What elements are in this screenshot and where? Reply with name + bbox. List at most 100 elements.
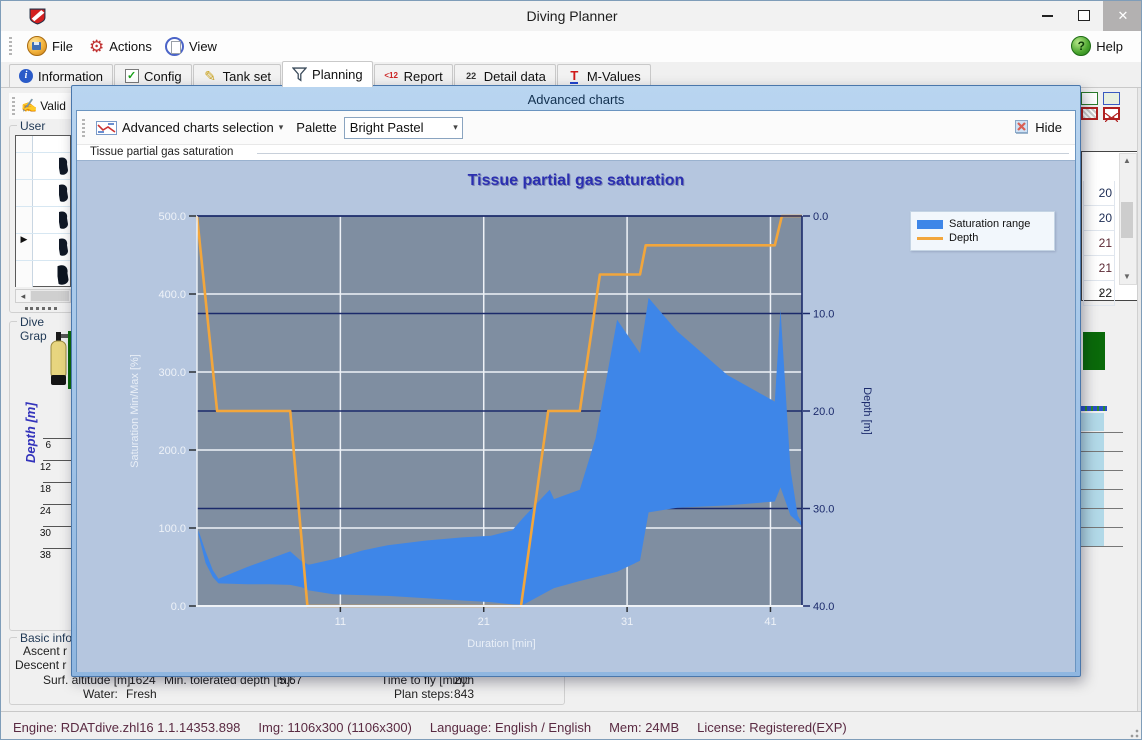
close-x-icon	[1015, 120, 1029, 134]
advanced-charts-dialog: Advanced charts Advanced charts selectio…	[71, 85, 1081, 677]
floppy-disk-icon	[27, 36, 47, 56]
pencil-icon: ✎	[204, 67, 216, 84]
vertical-scrollbar[interactable]: ▲ ▼	[1119, 153, 1137, 285]
file-button[interactable]: File	[21, 33, 79, 59]
diver-icon	[57, 265, 69, 285]
duration-axis-title: Duration [min]	[467, 638, 536, 650]
tab-detail-data[interactable]: 22 Detail data	[453, 64, 556, 87]
legend-swatch-line	[917, 236, 943, 240]
actions-button[interactable]: ⚙ Actions	[89, 36, 152, 56]
depth-axis-title: Depth [m]	[23, 402, 38, 463]
resize-grip[interactable]	[1129, 728, 1139, 738]
toolbar-grip[interactable]	[12, 97, 15, 115]
svg-text:41: 41	[764, 616, 776, 628]
svg-text:300.0: 300.0	[158, 367, 186, 379]
checkbox-icon: ✓	[124, 69, 139, 83]
plan-cell[interactable]: 22	[1083, 281, 1115, 306]
dive-graph-groupbox: Dive Grap	[9, 315, 73, 631]
tab-planning[interactable]: Planning	[282, 61, 373, 87]
diver-icon	[59, 157, 68, 175]
chart-tab-label[interactable]: Tissue partial gas saturation	[90, 146, 234, 158]
table-row[interactable]	[16, 207, 70, 234]
plan-cell[interactable]: 20	[1083, 206, 1115, 231]
tab-tank-set[interactable]: ✎ Tank set	[192, 64, 282, 87]
maximize-button[interactable]	[1065, 1, 1103, 31]
chart-area: 0.0 100.0 200.0 300.0 400.0 500.0 0.0 10.0 20.0 3…	[77, 160, 1075, 672]
close-button[interactable]: ✕	[1103, 1, 1141, 31]
chevron-down-icon: ▾	[453, 122, 458, 132]
splitter-grip[interactable]	[25, 307, 57, 315]
svg-text:0.0: 0.0	[171, 601, 186, 613]
plan-cell[interactable]: 21	[1083, 231, 1115, 256]
green-bar-chart-sliver	[1083, 332, 1105, 370]
depth-tick-label: 38	[39, 550, 51, 561]
scrollbar-thumb[interactable]	[31, 291, 69, 301]
mini-table-row	[1081, 528, 1104, 546]
scroll-right-arrow[interactable]: ›	[1099, 287, 1103, 299]
status-engine: Engine: RDATdive.zhl16 1.1.14353.898	[13, 720, 241, 735]
scroll-up-arrow[interactable]: ▲	[1123, 156, 1131, 165]
depth-tick-label: 6	[45, 440, 51, 451]
depth-tick-label: 24	[39, 506, 51, 517]
main-tab-bar: i Information ✓ Config ✎ Tank set Planni…	[1, 61, 1141, 88]
scroll-left-arrow[interactable]: ◂	[16, 290, 30, 302]
chart-legend: Saturation range Depth	[910, 211, 1055, 251]
table-row[interactable]	[16, 180, 70, 207]
diver-flag-icon	[29, 8, 46, 25]
tab-m-values[interactable]: T M-Values	[556, 64, 651, 87]
plan-cell[interactable]: 21	[1083, 256, 1115, 281]
tab-config[interactable]: ✓ Config	[114, 64, 192, 87]
window-title: Diving Planner	[526, 8, 618, 24]
hide-button[interactable]: Hide	[1010, 117, 1067, 138]
toolbar-grip[interactable]	[9, 37, 12, 55]
status-mem: Mem: 24MB	[609, 720, 680, 735]
scrollbar-thumb[interactable]	[1121, 202, 1133, 238]
status-bar: Engine: RDATdive.zhl16 1.1.14353.898 Img:…	[1, 711, 1141, 739]
current-row-arrow: ▶	[16, 234, 33, 260]
dialog-toolbar: Advanced charts selection ▾ Palette Brig…	[77, 111, 1075, 145]
mini-table-row	[1081, 413, 1104, 431]
table-row-selected[interactable]: ▶	[16, 234, 70, 261]
tab-information[interactable]: i Information	[9, 64, 114, 87]
main-toolbar: File ⚙ Actions View ? Help	[1, 31, 1141, 63]
envelope-icon[interactable]	[1103, 107, 1120, 123]
depth-tick-label: 30	[39, 528, 51, 539]
document-blue-icon[interactable]	[1103, 92, 1120, 105]
svg-text:100.0: 100.0	[158, 523, 186, 535]
hand-pen-icon: ✍	[21, 98, 38, 113]
horizontal-scrollbar[interactable]: ◂	[15, 289, 71, 303]
validate-button[interactable]: ✍ Valid	[21, 98, 66, 113]
user-dive-table[interactable]: ▶	[15, 135, 71, 287]
status-img: Img: 1106x300 (1106x300)	[258, 720, 412, 735]
pattern-export-icon[interactable]	[1081, 107, 1098, 120]
document-green-icon[interactable]	[1081, 92, 1098, 105]
table-row[interactable]	[16, 261, 70, 287]
charts-selection-button[interactable]: Advanced charts selection ▾	[91, 117, 288, 138]
toolbar-grip[interactable]	[82, 118, 85, 137]
palette-select[interactable]: Bright Pastel ▾	[343, 116, 463, 139]
status-text: Engine: RDATdive.zhl16 1.1.14353.898 Img:…	[13, 720, 865, 735]
minimize-button[interactable]	[1029, 1, 1065, 31]
water-label: Water:	[83, 687, 118, 701]
mini-table-row	[1081, 471, 1104, 489]
tab-report[interactable]: <12 Report	[373, 64, 453, 87]
svg-text:11: 11	[335, 616, 346, 628]
depth-tick	[43, 460, 71, 461]
chart-plot-svg: 0.0 100.0 200.0 300.0 400.0 500.0 0.0 10.0 20.0 3…	[158, 211, 834, 628]
dive-graph-caption: Dive Grap	[17, 315, 72, 343]
info-icon: i	[19, 69, 33, 83]
table-row[interactable]	[16, 153, 70, 180]
svg-text:500.0: 500.0	[158, 211, 186, 223]
scroll-down-arrow[interactable]: ▼	[1123, 272, 1131, 281]
legend-swatch-area	[917, 219, 943, 229]
view-button[interactable]: View	[159, 33, 223, 59]
svg-text:0.0: 0.0	[813, 211, 828, 223]
help-button[interactable]: ? Help	[1065, 33, 1129, 59]
depth-tick	[43, 482, 71, 483]
plan-steps-label: Plan steps:	[394, 687, 454, 701]
plan-cell[interactable]: 20	[1083, 181, 1115, 206]
svg-text:40.0: 40.0	[813, 601, 834, 613]
svg-text:200.0: 200.0	[158, 445, 186, 457]
document-icon	[165, 36, 184, 56]
